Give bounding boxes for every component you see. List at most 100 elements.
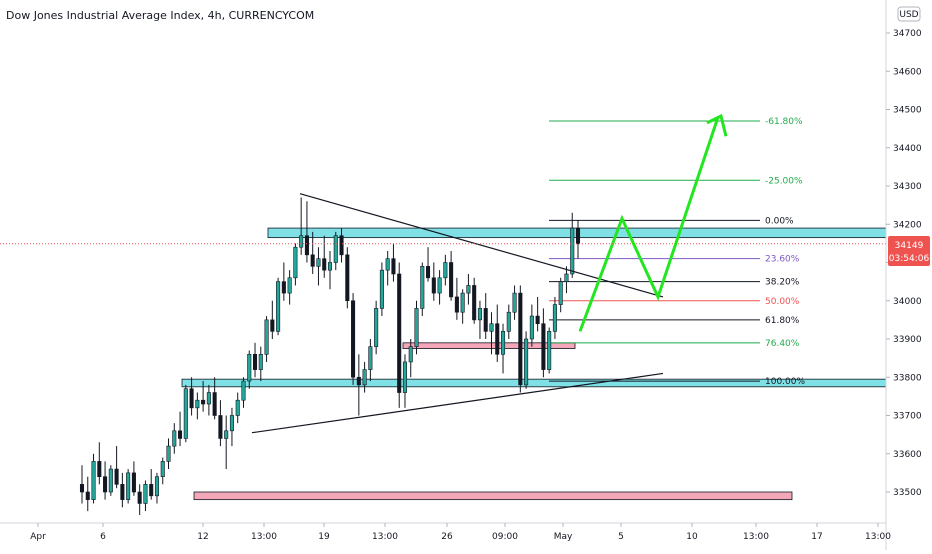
- candle[interactable]: [212, 377, 217, 420]
- y-tick-label: 34200: [893, 220, 922, 230]
- candle[interactable]: [408, 339, 413, 378]
- candle[interactable]: [414, 300, 419, 355]
- candle[interactable]: [466, 273, 471, 305]
- candle[interactable]: [189, 377, 194, 416]
- candle[interactable]: [333, 231, 338, 271]
- candle[interactable]: [402, 354, 408, 408]
- candle[interactable]: [281, 262, 286, 301]
- candle[interactable]: [79, 465, 85, 504]
- candle[interactable]: [385, 251, 390, 286]
- candle[interactable]: [235, 392, 240, 424]
- candle[interactable]: [154, 472, 160, 504]
- candle[interactable]: [270, 300, 275, 339]
- candle[interactable]: [460, 289, 465, 324]
- candle[interactable]: [241, 377, 246, 408]
- candle[interactable]: [431, 262, 436, 301]
- candle[interactable]: [426, 247, 431, 282]
- candle[interactable]: [143, 480, 148, 512]
- candle[interactable]: [472, 277, 477, 324]
- candle[interactable]: [483, 293, 488, 339]
- candle[interactable]: [178, 411, 183, 447]
- candle[interactable]: [252, 342, 258, 378]
- candle[interactable]: [351, 293, 356, 385]
- candle[interactable]: [322, 235, 327, 278]
- candle[interactable]: [535, 296, 540, 332]
- candle[interactable]: [541, 308, 546, 378]
- candle[interactable]: [126, 469, 131, 504]
- candle[interactable]: [166, 438, 171, 470]
- candle[interactable]: [524, 331, 529, 389]
- candle[interactable]: [512, 285, 517, 320]
- candle-body: [183, 388, 188, 439]
- candle[interactable]: [552, 296, 557, 339]
- candle[interactable]: [195, 392, 200, 420]
- candle[interactable]: [570, 212, 575, 278]
- candle[interactable]: [293, 243, 298, 286]
- candle[interactable]: [420, 262, 425, 317]
- candle[interactable]: [224, 415, 229, 470]
- candle-body: [218, 415, 223, 439]
- candle[interactable]: [85, 476, 90, 512]
- candle[interactable]: [362, 361, 367, 393]
- candle[interactable]: [327, 251, 333, 290]
- candle[interactable]: [137, 484, 142, 515]
- candle[interactable]: [495, 304, 500, 362]
- candle[interactable]: [564, 266, 569, 294]
- candle[interactable]: [397, 262, 402, 408]
- candle[interactable]: [149, 469, 154, 500]
- candle-body: [512, 292, 517, 313]
- candle[interactable]: [264, 316, 269, 362]
- candle[interactable]: [529, 304, 534, 347]
- candle[interactable]: [443, 254, 448, 286]
- candle[interactable]: [91, 453, 96, 504]
- candle[interactable]: [316, 247, 321, 286]
- candle[interactable]: [506, 304, 511, 339]
- candle[interactable]: [575, 220, 581, 259]
- candle[interactable]: [97, 442, 102, 485]
- candle[interactable]: [304, 201, 309, 263]
- candle[interactable]: [489, 312, 494, 355]
- candle[interactable]: [229, 407, 234, 447]
- candle[interactable]: [374, 300, 379, 355]
- candle-body: [339, 235, 344, 256]
- candle-body: [385, 258, 390, 271]
- candle[interactable]: [247, 350, 252, 389]
- candle[interactable]: [201, 381, 206, 412]
- candle[interactable]: [454, 277, 459, 320]
- candles[interactable]: [79, 197, 581, 515]
- candle[interactable]: [276, 277, 281, 336]
- currency-badge[interactable]: USD: [897, 6, 921, 22]
- candle[interactable]: [287, 270, 292, 305]
- candle[interactable]: [500, 323, 506, 374]
- candle[interactable]: [299, 197, 304, 255]
- candle[interactable]: [379, 262, 384, 317]
- candle[interactable]: [218, 400, 223, 447]
- candle[interactable]: [449, 251, 454, 301]
- candle[interactable]: [518, 285, 523, 393]
- candle[interactable]: [114, 446, 119, 489]
- candle[interactable]: [131, 461, 136, 496]
- candle[interactable]: [108, 465, 113, 496]
- candle-body: [483, 308, 488, 332]
- candle[interactable]: [172, 423, 177, 454]
- candle[interactable]: [120, 472, 125, 508]
- candle[interactable]: [160, 457, 165, 485]
- candle[interactable]: [103, 461, 108, 500]
- candle[interactable]: [391, 243, 396, 282]
- candle[interactable]: [258, 346, 263, 382]
- candle[interactable]: [345, 247, 350, 309]
- candle[interactable]: [368, 339, 373, 382]
- candle[interactable]: [558, 277, 563, 313]
- candle[interactable]: [183, 384, 188, 443]
- candle[interactable]: [437, 270, 442, 305]
- x-tick-label: 13:00: [372, 532, 398, 542]
- candle[interactable]: [356, 354, 361, 416]
- candle[interactable]: [206, 384, 211, 416]
- candle[interactable]: [310, 231, 315, 274]
- candle[interactable]: [339, 228, 344, 263]
- candle[interactable]: [477, 300, 482, 339]
- candle[interactable]: [547, 327, 552, 374]
- x-tick-label: 12: [197, 532, 208, 542]
